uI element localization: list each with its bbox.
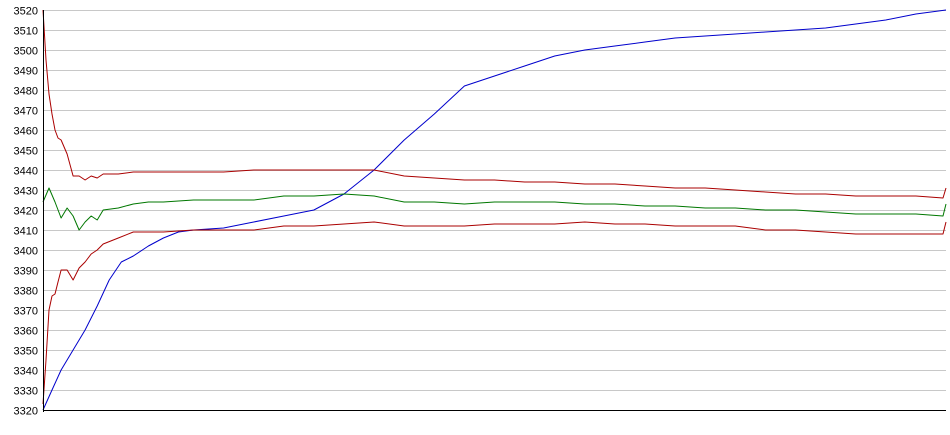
y-tick-label: 3420 <box>14 206 38 218</box>
y-tick-label: 3360 <box>14 326 38 338</box>
y-tick-label: 3370 <box>14 306 38 318</box>
y-tick-label: 3330 <box>14 386 38 398</box>
axes <box>43 10 946 412</box>
series-line-4 <box>42 221 947 405</box>
y-tick-label: 3430 <box>14 186 38 198</box>
y-axis-ticks: 3320 3330 3340 3350 3360 3370 3380 3390 3400 3410… <box>14 6 38 418</box>
y-tick-label: 3490 <box>14 66 38 78</box>
series-line-1 <box>42 9 947 411</box>
y-tick-label: 3340 <box>14 366 38 378</box>
grid <box>43 10 946 411</box>
y-tick-label: 3480 <box>14 86 38 98</box>
y-tick-label: 3520 <box>14 6 38 18</box>
y-tick-label: 3460 <box>14 126 38 138</box>
y-tick-label: 3400 <box>14 246 38 258</box>
y-tick-label: 3500 <box>14 46 38 58</box>
y-tick-label: 3440 <box>14 166 38 178</box>
y-tick-label: 3510 <box>14 26 38 38</box>
y-tick-label: 3350 <box>14 346 38 358</box>
y-tick-label: 3390 <box>14 266 38 278</box>
y-tick-label: 3320 <box>14 406 38 418</box>
y-tick-label: 3410 <box>14 226 38 238</box>
series-group <box>42 9 947 411</box>
y-tick-label: 3450 <box>14 146 38 158</box>
series-line-3 <box>42 187 947 231</box>
y-tick-label: 3380 <box>14 286 38 298</box>
y-tick-label: 3470 <box>14 106 38 118</box>
series-line-2 <box>42 9 947 199</box>
